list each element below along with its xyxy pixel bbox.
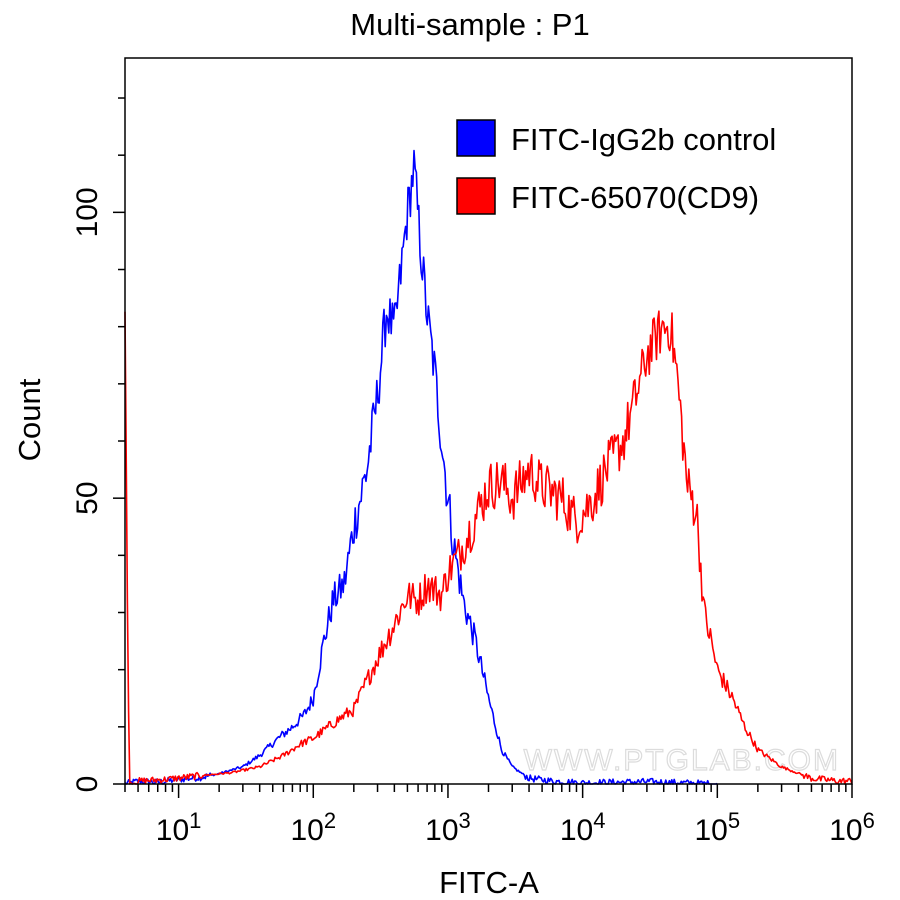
watermark: WWW.PTGLAB.COM	[523, 743, 840, 777]
y-axis-label: Count	[12, 378, 47, 461]
x-tick-label: 103	[425, 808, 471, 847]
x-tick-label: 106	[829, 808, 875, 847]
legend: FITC-IgG2b control FITC-65070(CD9)	[456, 119, 776, 215]
legend-label-2: FITC-65070(CD9)	[511, 180, 759, 215]
series-layer	[124, 149, 853, 785]
legend-label-1: FITC-IgG2b control	[511, 122, 776, 157]
x-axis: 101 102 103 104 105 106	[124, 784, 875, 847]
y-tick-label: 0	[71, 776, 104, 793]
watermark-text: WWW.PTGLAB.COM	[524, 744, 840, 777]
plot-frame	[124, 57, 853, 785]
series-line-1	[124, 149, 718, 785]
legend-swatch-2	[456, 177, 496, 215]
y-tick-label: 50	[71, 481, 104, 514]
x-tick-label: 102	[290, 808, 336, 847]
x-axis-label: FITC-A	[439, 865, 539, 900]
x-tick-label: 104	[560, 808, 606, 847]
series-line-2	[124, 310, 853, 785]
legend-swatch-1	[456, 119, 496, 157]
x-tick-label: 101	[156, 808, 202, 847]
chart-title: Multi-sample : P1	[350, 7, 589, 42]
x-tick-label: 105	[695, 808, 741, 847]
y-tick-label: 100	[71, 187, 104, 237]
y-axis: 0 50 100	[71, 97, 125, 793]
